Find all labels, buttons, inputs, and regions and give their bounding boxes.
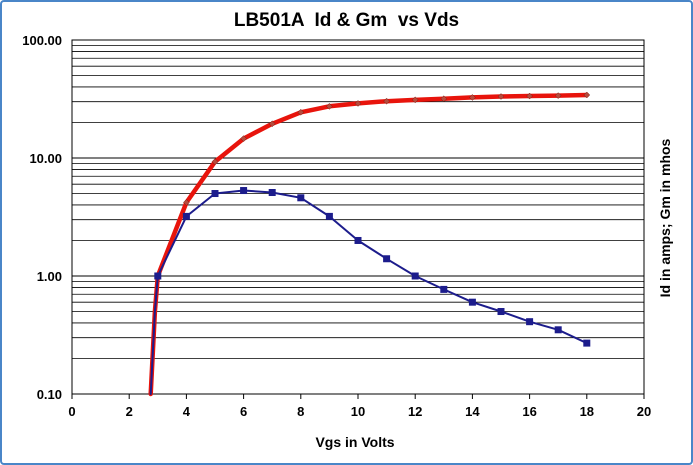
data-point-square bbox=[497, 308, 505, 316]
data-point-diamond bbox=[440, 95, 448, 103]
x-tick-label: 16 bbox=[522, 404, 536, 419]
data-point-square bbox=[526, 318, 534, 326]
data-point-diamond bbox=[240, 135, 247, 142]
data-point-diamond bbox=[211, 158, 219, 166]
data-point-square bbox=[554, 326, 562, 334]
x-tick-label: 10 bbox=[351, 404, 365, 419]
data-point-diamond bbox=[554, 92, 562, 99]
tick-labels: 0 2 4 6 8 10 12 14 16 18 20 0.10 1.00 10.00 100.00 bbox=[22, 33, 651, 419]
grid bbox=[72, 44, 644, 395]
data-point-diamond bbox=[583, 91, 591, 99]
data-point-square bbox=[297, 194, 305, 202]
data-point-diamond bbox=[268, 120, 276, 128]
y-tick-label: 1.00 bbox=[37, 269, 62, 284]
data-point-square bbox=[411, 272, 419, 280]
data-point-diamond bbox=[297, 108, 305, 116]
data-point-diamond bbox=[383, 97, 390, 105]
x-axis-label: Vgs in Volts bbox=[315, 434, 394, 450]
data-point-diamond bbox=[326, 102, 333, 110]
series-group bbox=[148, 91, 591, 397]
x-tick-label: 6 bbox=[240, 404, 247, 419]
data-point-diamond bbox=[411, 96, 419, 104]
x-tick-label: 2 bbox=[126, 404, 133, 419]
data-point-square bbox=[211, 190, 219, 198]
y-tick-label: 10.00 bbox=[29, 151, 62, 166]
data-point-diamond bbox=[469, 94, 476, 101]
data-point-square bbox=[440, 285, 448, 293]
data-point-square bbox=[182, 212, 190, 220]
data-point-square bbox=[354, 236, 362, 244]
x-tick-label: 20 bbox=[637, 404, 651, 419]
y-axis-label: Id in amps; Gm in mhos bbox=[657, 138, 673, 297]
x-tick-label: 12 bbox=[408, 404, 422, 419]
x-tick-label: 0 bbox=[68, 404, 75, 419]
data-point-square bbox=[154, 272, 162, 280]
data-point-diamond bbox=[354, 100, 362, 107]
data-point-square bbox=[268, 189, 276, 197]
data-point-diamond bbox=[526, 92, 533, 100]
series-line-2 bbox=[149, 189, 588, 395]
data-point-square bbox=[583, 339, 591, 347]
x-tick-label: 4 bbox=[183, 404, 191, 419]
data-point-square bbox=[325, 212, 333, 220]
x-tick-label: 8 bbox=[297, 404, 304, 419]
x-tick-label: 14 bbox=[465, 404, 480, 419]
x-tick-label: 18 bbox=[580, 404, 594, 419]
data-point-square bbox=[468, 298, 476, 306]
y-tick-label: 0.10 bbox=[37, 387, 62, 402]
data-point-diamond bbox=[497, 93, 505, 100]
y-tick-label: 100.00 bbox=[22, 33, 62, 48]
data-point-square bbox=[240, 187, 248, 195]
series-line-1 bbox=[148, 92, 590, 397]
data-point-diamond bbox=[183, 199, 190, 206]
chart-title: LB501A Id & Gm vs Vds bbox=[233, 10, 460, 31]
data-point-square bbox=[383, 255, 391, 263]
